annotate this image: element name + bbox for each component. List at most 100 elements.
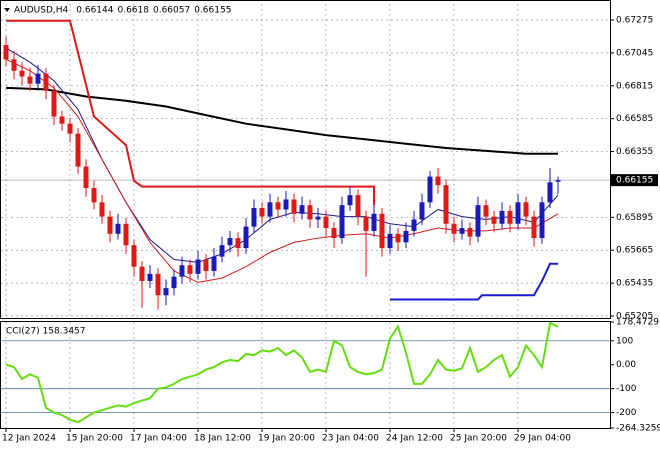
candle-body — [203, 259, 209, 271]
candle-body — [371, 213, 377, 231]
candle-body — [435, 176, 441, 186]
y-tick-label: 0.65205 — [616, 311, 653, 321]
x-tick-label: 24 Jan 12:00 — [386, 434, 443, 444]
candle-body — [555, 180, 561, 182]
indicator-line — [5, 47, 559, 263]
candle-body — [419, 202, 425, 220]
y-tick-label: 178.4729 — [616, 318, 659, 328]
candle-body — [459, 228, 465, 234]
candle-body — [115, 223, 121, 234]
candle-body — [187, 265, 193, 274]
x-tick-label: 17 Jan 04:00 — [130, 434, 187, 444]
candle-body — [139, 266, 145, 281]
candle-body — [123, 223, 129, 246]
indicator-line — [390, 262, 558, 301]
candle-body — [83, 166, 89, 189]
header-high: 0.6618 — [117, 6, 149, 16]
candle-body — [67, 123, 73, 134]
candle-body — [411, 219, 417, 231]
candle-body — [539, 202, 545, 239]
candle-body — [195, 259, 201, 274]
x-tick-label: 25 Jan 20:00 — [450, 434, 507, 444]
candle-body — [323, 216, 329, 229]
candle-body — [155, 273, 161, 296]
candle-body — [243, 226, 249, 249]
candle-body — [507, 210, 513, 224]
header-open: 0.66144 — [76, 6, 113, 16]
indicator-line — [5, 58, 559, 283]
x-tick-label: 15 Jan 20:00 — [66, 434, 123, 444]
y-tick-label: 0.65895 — [616, 213, 653, 223]
candle-body — [227, 238, 233, 246]
candle-body — [51, 90, 57, 117]
candle-body — [35, 73, 41, 84]
candle-body — [99, 202, 105, 217]
candle-body — [75, 133, 81, 167]
candle-body — [259, 208, 265, 217]
candle-body — [403, 230, 409, 243]
candle-body — [379, 213, 385, 249]
y-tick-label: 0.66355 — [616, 147, 653, 157]
candle-body — [531, 216, 537, 239]
candle-body — [147, 273, 153, 281]
candle-body — [91, 188, 97, 203]
candle-body — [475, 205, 481, 237]
y-tick-label: -100 — [616, 384, 637, 394]
candle-body — [499, 210, 505, 224]
candle-body — [171, 276, 177, 289]
y-tick-label: 0.65665 — [616, 246, 653, 256]
y-tick-label: 0.00 — [616, 360, 636, 370]
cci-line — [5, 321, 559, 424]
x-tick-label: 18 Jan 12:00 — [194, 434, 251, 444]
candle-body — [131, 245, 137, 267]
candle-body — [163, 288, 169, 296]
cci-frame — [0, 321, 611, 429]
current-price-box — [610, 174, 658, 187]
candle-body — [515, 202, 521, 224]
y-tick-label: -200 — [616, 408, 637, 418]
current-price-label: 0.66155 — [616, 176, 653, 186]
x-tick-label: 19 Jan 20:00 — [258, 434, 315, 444]
candle-body — [11, 59, 17, 71]
candle-body — [491, 216, 497, 224]
candle-body — [3, 45, 9, 60]
candle-body — [107, 216, 113, 234]
y-tick-label: 0.67275 — [616, 16, 653, 26]
candle-body — [395, 233, 401, 243]
candle-body — [523, 202, 529, 217]
candle-body — [443, 185, 449, 224]
candle-body — [267, 202, 273, 217]
candle-body — [291, 199, 297, 214]
candle-body — [387, 233, 393, 249]
candle-body — [59, 116, 65, 124]
y-tick-label: -264.3259 — [616, 424, 660, 434]
candle-body — [467, 228, 473, 237]
candle-body — [43, 73, 49, 91]
candle-body — [339, 205, 345, 239]
x-tick-label: 29 Jan 04:00 — [514, 434, 571, 444]
candle-body — [219, 245, 225, 257]
candle-body — [27, 76, 33, 84]
header-symbol: AUDUSD,H4 — [14, 6, 69, 16]
candle-body — [235, 238, 241, 249]
header-close: 0.66155 — [194, 6, 231, 16]
cci-title: CCI(27) 158.3457 — [6, 327, 86, 337]
candle-body — [483, 205, 489, 217]
candle-body — [427, 176, 433, 203]
candle-body — [547, 182, 553, 203]
candle-body — [211, 256, 217, 271]
main-frame — [0, 0, 611, 319]
candle-body — [299, 205, 305, 214]
y-tick-label: 0.67045 — [616, 48, 653, 58]
candle-body — [331, 228, 337, 239]
x-tick-label: 12 Jan 2024 — [2, 434, 56, 444]
y-tick-label: 100 — [616, 336, 633, 346]
y-tick-label: 0.65435 — [616, 279, 653, 289]
y-tick-label: 0.66815 — [616, 81, 653, 91]
candle-body — [363, 216, 369, 231]
indicator-line — [6, 19, 375, 206]
candle-body — [315, 216, 321, 220]
candle-body — [283, 199, 289, 210]
